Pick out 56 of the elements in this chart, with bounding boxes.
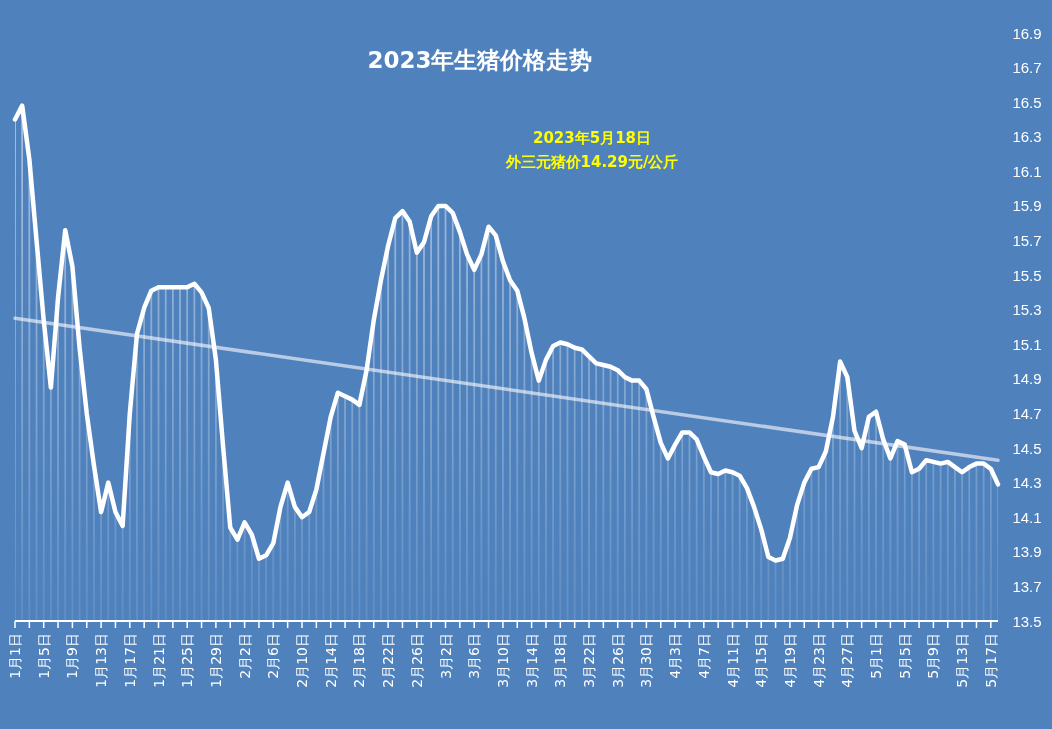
x-tick-label: 4月3日 — [667, 633, 684, 679]
y-tick-label: 15.3 — [1012, 301, 1042, 319]
y-tick-label: 14.3 — [1012, 474, 1042, 492]
x-tick-label: 2月26日 — [408, 633, 425, 688]
x-tick-label: 1月29日 — [207, 633, 224, 688]
x-tick-label: 1月1日 — [7, 633, 23, 679]
x-tick-label: 3月30日 — [638, 633, 655, 688]
x-tick-label: 3月26日 — [609, 633, 626, 688]
annotation: 2023年5月18日 — [532, 129, 652, 147]
y-tick-label: 13.7 — [1012, 577, 1042, 595]
y-tick-label: 14.5 — [1012, 439, 1042, 457]
x-tick-label: 4月19日 — [781, 633, 798, 688]
x-tick-label: 4月7日 — [695, 633, 712, 679]
text: 2023年生猪价格走势 — [367, 47, 593, 73]
x-tick-label: 3月22日 — [581, 633, 598, 688]
y-tick-label: 15.7 — [1012, 232, 1042, 250]
x-tick-label: 3月2日 — [437, 633, 454, 679]
y-tick-label: 16.3 — [1012, 128, 1042, 146]
y-tick-label: 13.9 — [1012, 543, 1042, 561]
x-tick-label: 1月13日 — [93, 633, 110, 688]
x-tick-label: 3月10日 — [494, 633, 511, 688]
y-tick-label: 14.1 — [1012, 508, 1042, 526]
x-tick-label: 1月5日 — [35, 633, 52, 679]
y-tick-label: 16.5 — [1012, 93, 1042, 111]
x-tick-label: 1月9日 — [64, 633, 81, 679]
x-tick-label: 4月11日 — [724, 633, 741, 688]
x-tick-label: 2月2日 — [236, 633, 253, 679]
y-tick-label: 15.9 — [1012, 197, 1042, 215]
x-tick-label: 1月21日 — [150, 633, 167, 688]
x-tick-label: 2月10日 — [294, 633, 311, 688]
x-tick-label: 3月6日 — [466, 633, 483, 679]
x-tick-label: 3月14日 — [523, 633, 540, 688]
x-tick-label: 4月15日 — [753, 633, 770, 688]
y-tick-label: 15.5 — [1012, 266, 1042, 284]
y-tick-label: 13.5 — [1012, 612, 1042, 630]
x-tick-label: 5月5日 — [896, 633, 913, 679]
x-tick-label: 5月13日 — [954, 633, 971, 688]
annotation: 外三元猪价14.29元/公斤 — [504, 153, 679, 171]
x-tick-label: 4月27日 — [839, 633, 856, 688]
y-tick-label: 16.7 — [1012, 59, 1042, 77]
x-tick-label: 5月1日 — [868, 633, 885, 679]
x-tick-label: 2月22日 — [380, 633, 397, 688]
y-tick-label: 16.9 — [1012, 24, 1042, 42]
x-tick-label: 5月9日 — [925, 633, 942, 679]
y-tick-label: 14.9 — [1012, 370, 1042, 388]
x-tick-label: 1月17日 — [121, 633, 138, 688]
x-tick-label: 4月23日 — [810, 633, 827, 688]
y-tick-label: 16.1 — [1012, 162, 1042, 180]
y-tick-label: 14.7 — [1012, 404, 1042, 422]
x-tick-label: 5月17日 — [982, 633, 999, 688]
x-tick-label: 1月25日 — [179, 633, 196, 688]
x-tick-label: 3月18日 — [552, 633, 569, 688]
y-tick-label: 15.1 — [1012, 335, 1042, 353]
x-tick-label: 2月14日 — [322, 633, 339, 688]
x-tick-label: 2月18日 — [351, 633, 368, 688]
x-tick-label: 2月6日 — [265, 633, 282, 679]
